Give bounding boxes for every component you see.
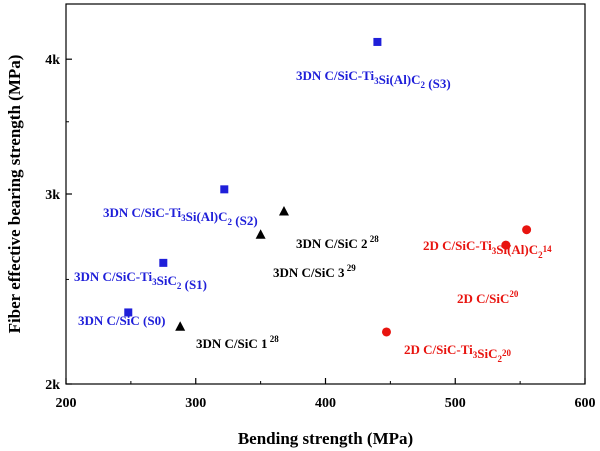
- point-label: 2D C/SiC-Ti3Si(Al)C214: [423, 238, 552, 260]
- data-point-circle: [501, 240, 511, 250]
- point-label: 3DN C/SiC 3 29: [273, 263, 356, 280]
- x-tick-label: 600: [575, 396, 596, 411]
- y-axis-title: Fiber effective bearing strength (MPa): [5, 55, 24, 334]
- point-label: 2D C/SiC-Ti3SiC220: [404, 342, 511, 364]
- point-labels: 3DN C/SiC (S0) 3DN C/SiC-Ti3SiC2 (S1) 3DN …: [74, 68, 552, 364]
- point-label: 2D C/SiC20: [457, 289, 519, 306]
- y-tick-label: 3k: [45, 188, 60, 203]
- point-label: 3DN C/SiC 2 28: [296, 234, 379, 251]
- x-axis-title: Bending strength (MPa): [238, 429, 413, 448]
- point-label: 3DN C/SiC-Ti3Si(Al)C2 (S2): [103, 205, 258, 228]
- data-point-circle: [522, 225, 532, 235]
- point-label: 3DN C/SiC 1 28: [196, 334, 279, 351]
- data-point-circle: [381, 327, 391, 337]
- data-point-square: [373, 37, 382, 46]
- data-point-square: [159, 258, 168, 267]
- data-points: [124, 37, 532, 337]
- x-tick-label: 500: [445, 396, 466, 411]
- point-label: 3DN C/SiC-Ti3SiC2 (S1): [74, 269, 207, 292]
- y-tick-label: 2k: [45, 378, 60, 393]
- point-label: 3DN C/SiC (S0): [78, 313, 165, 328]
- data-point-square: [124, 308, 133, 317]
- x-tick-label: 300: [185, 396, 206, 411]
- data-point-triangle: [278, 206, 289, 216]
- data-point-triangle: [255, 229, 266, 239]
- x-tick-label: 200: [56, 396, 77, 411]
- y-tick-label: 4k: [45, 53, 60, 68]
- data-point-triangle: [175, 321, 186, 331]
- data-point-square: [220, 185, 229, 194]
- axes: 200 300 400 500 600 2k 3k 4k: [45, 53, 595, 411]
- x-tick-label: 400: [315, 396, 336, 411]
- point-label: 3DN C/SiC-Ti3Si(Al)C2 (S3): [296, 68, 451, 91]
